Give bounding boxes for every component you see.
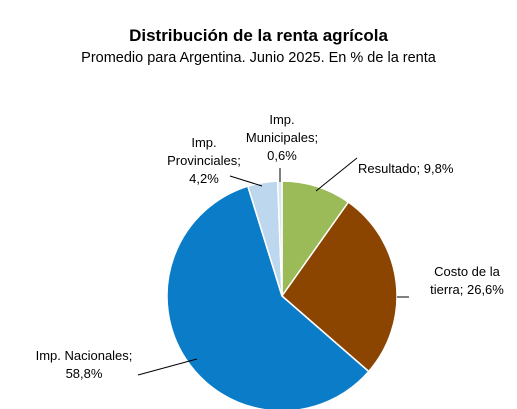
leader-imp-nacionales: [137, 358, 198, 376]
label-imp-municipales: Imp. Municipales; 0,6%: [246, 112, 318, 163]
chart-subtitle: Promedio para Argentina. Junio 2025. En …: [81, 50, 436, 66]
slice-costo-de-la-tierra: [280, 201, 398, 373]
leader-imp-provinciales: [229, 175, 263, 187]
label-imp-nacionales: Imp. Nacionales; 58,8%: [36, 348, 133, 381]
label-costo-de-la-tierra: Costo de la tierra; 26,6%: [430, 264, 504, 297]
label-resultado: Resultado; 9,8%: [358, 161, 454, 176]
label-imp-provinciales: Imp. Provinciales; 4,2%: [167, 135, 241, 186]
slice-imp-nacionales: [166, 185, 370, 409]
pie-slices: [166, 180, 398, 409]
chart-title: Distribución de la renta agrícola: [129, 26, 388, 45]
leader-resultado: [315, 157, 358, 192]
leader-lines: [137, 157, 409, 376]
slice-labels: Resultado; 9,8% Costo de la tierra; 26,6% I…: [36, 112, 505, 381]
